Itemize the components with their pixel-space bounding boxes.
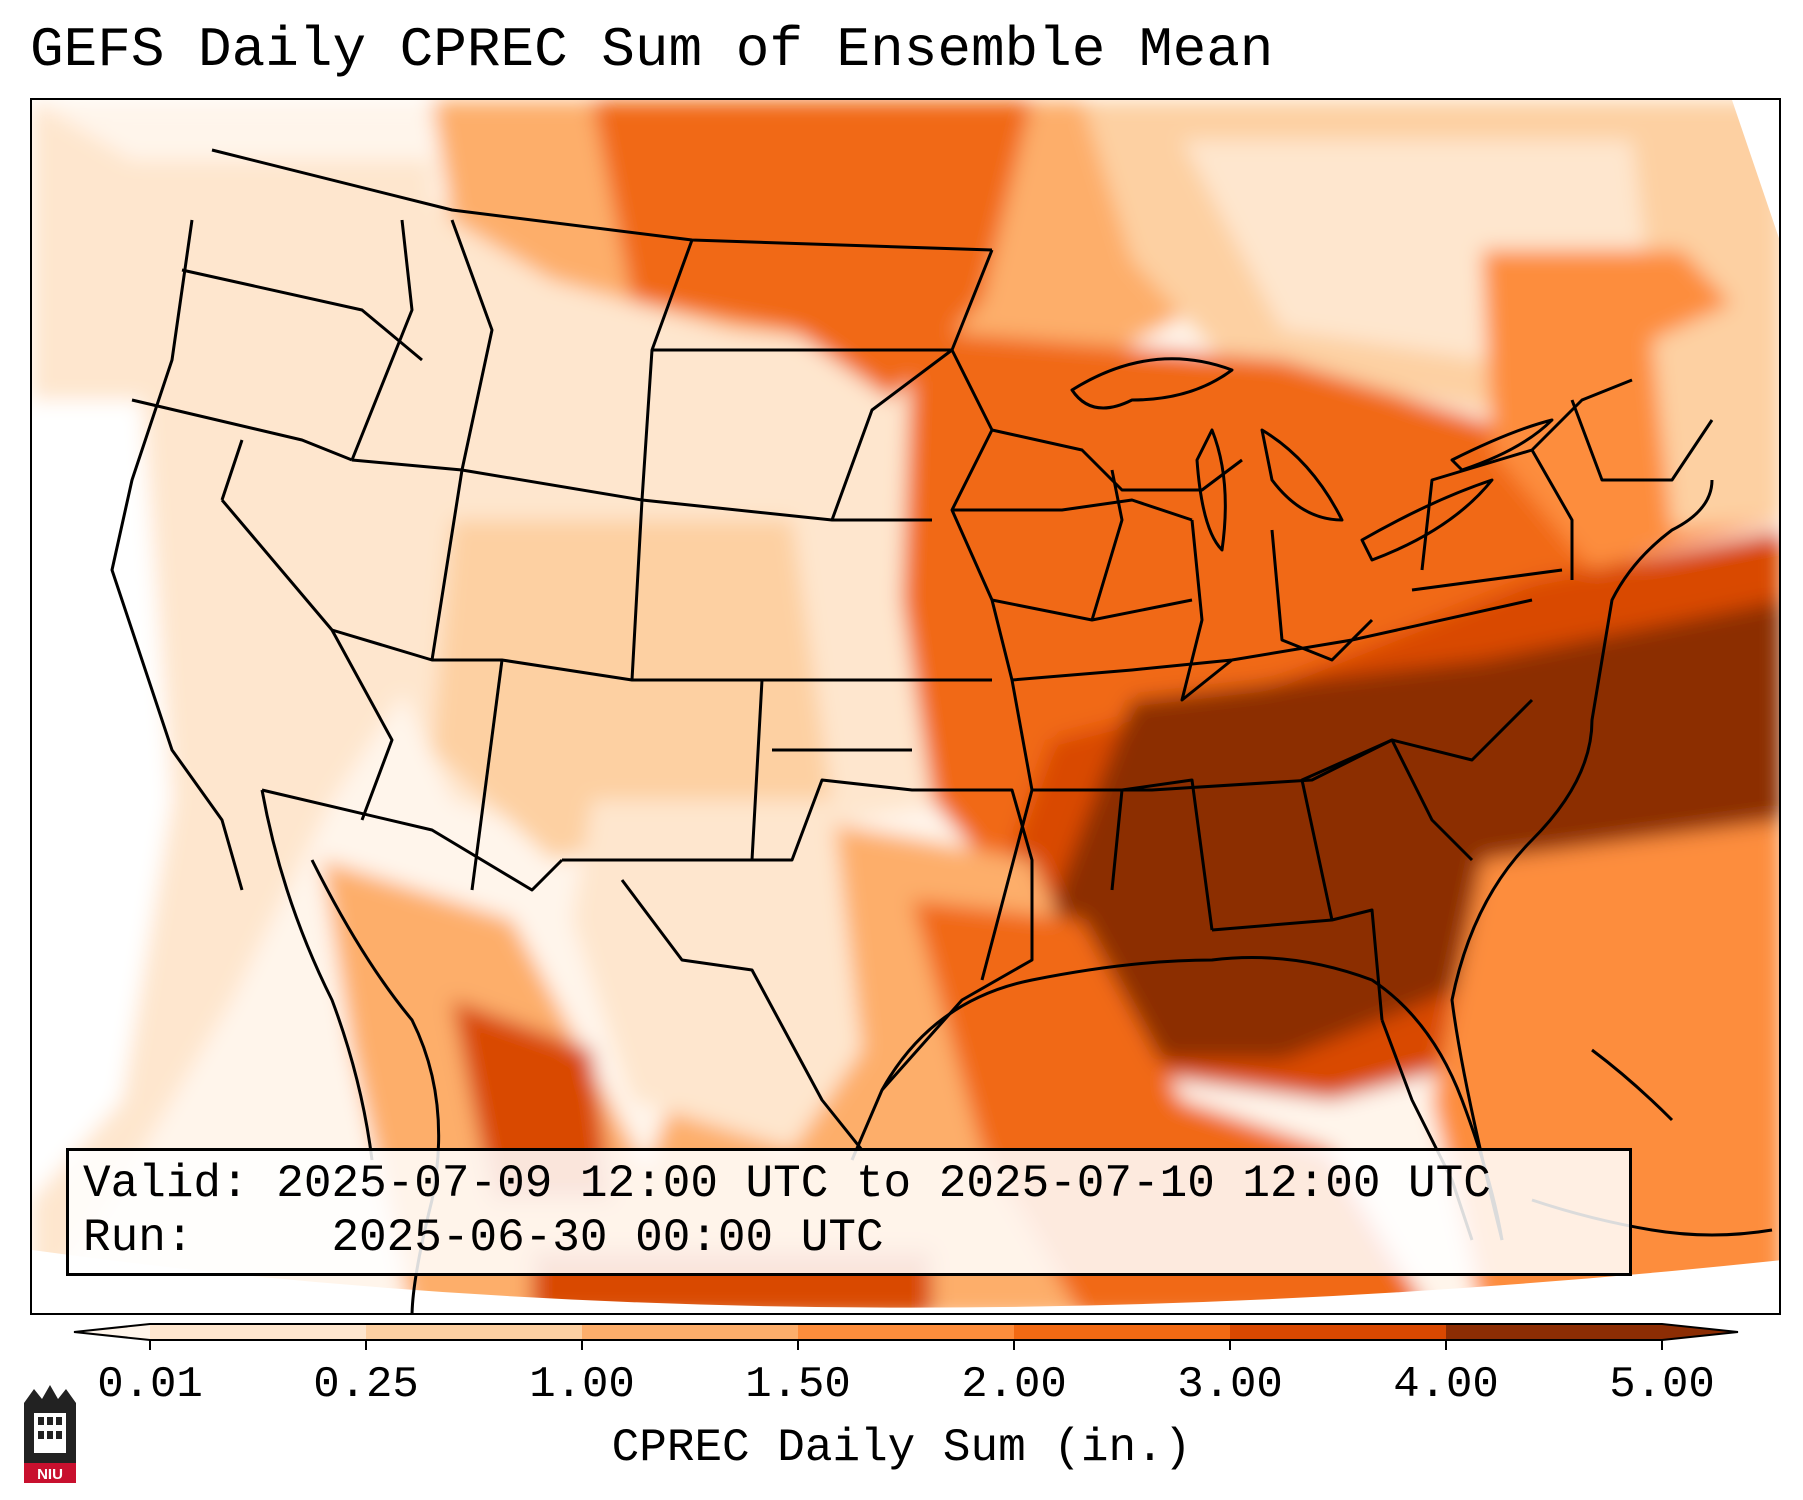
colorbar-extend-max [1662,1324,1738,1340]
texas-border [752,778,1034,1161]
colorbar-segment-4.00 [1446,1324,1663,1340]
info-box: Valid: 2025-07-09 12:00 UTC to 2025-07-1… [66,1148,1632,1276]
colorbar-segment-1.50 [798,1324,1015,1340]
valid-line: Valid: 2025-07-09 12:00 UTC to 2025-07-1… [83,1157,1629,1211]
colorbar-segment-0.01 [150,1324,367,1340]
precip-texas [572,800,862,1150]
precip-dakota [592,100,1032,400]
canada-border [211,148,993,252]
colorbar-segment-3.00 [1230,1324,1447,1340]
colorbar-extend-min [74,1324,150,1340]
precip-fields [32,100,1779,1313]
west-coastline [110,219,244,891]
precip-core [1022,600,1779,1060]
colorbar-segment-0.25 [366,1324,583,1340]
map-panel [30,98,1781,1315]
gulf-coast [880,956,1504,1241]
colorbar-tick-label: 4.00 [1393,1360,1499,1410]
valid-label: Valid: [83,1158,249,1210]
colorbar-tick-label: 2.00 [961,1360,1067,1410]
precip-map [32,100,1779,1313]
precip-maritime [1652,281,1779,530]
colorbar-tick-label: 1.00 [529,1360,635,1410]
valid-value: 2025-07-09 12:00 UTC to 2025-07-10 12:00… [276,1158,1491,1210]
colorbar-tick-label: 5.00 [1609,1360,1715,1410]
colorbar-segment-2.00 [1014,1324,1231,1340]
run-value: 2025-06-30 00:00 UTC [331,1212,884,1264]
niu-logo-icon: NIU [24,1385,76,1483]
map-title: GEFS Daily CPREC Sum of Ensemble Mean [30,18,1274,82]
state-boundaries [110,148,1773,1313]
colorbar-tick-label: 3.00 [1177,1360,1283,1410]
colorbar-segment-1.00 [582,1324,799,1340]
colorbar-tick-label: 1.50 [745,1360,851,1410]
colorbar-tick-label: 0.25 [313,1360,419,1410]
colorbar-label: CPREC Daily Sum (in.) [611,1422,1192,1474]
precip-pacific-low [32,400,172,1200]
projection-edge-bottom [32,1250,1779,1313]
run-label: Run: [83,1212,194,1264]
logo-text: NIU [37,1466,63,1483]
colorbar-tick-label: 0.01 [97,1360,203,1410]
precip-colorado [432,520,832,860]
colorbar [73,1323,1739,1350]
atlantic-coast [1450,479,1714,1241]
run-line: Run: 2025-06-30 00:00 UTC [83,1211,1629,1265]
projection-edge-top [1732,100,1779,239]
